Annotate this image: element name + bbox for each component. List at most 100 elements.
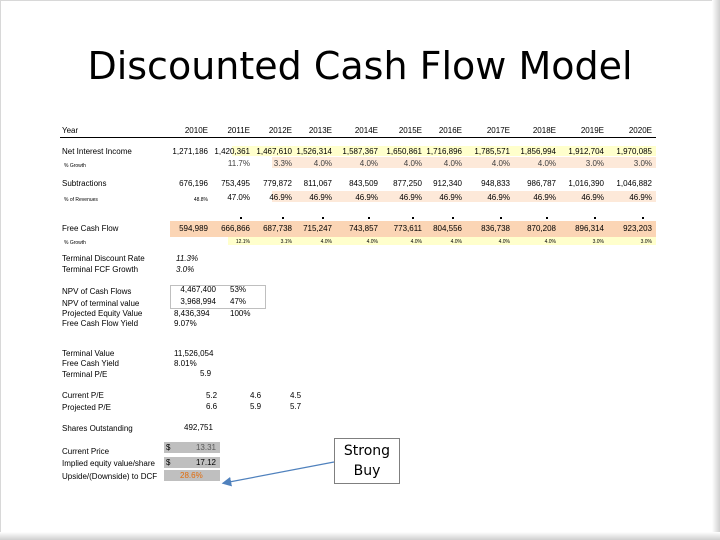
fcf-yield-label: Free Cash Flow Yield xyxy=(62,319,139,328)
current-price-label: Current Price xyxy=(62,447,110,456)
subtractions-pct-2: 46.9% xyxy=(269,193,292,202)
terminal-pe-value: 5.9 xyxy=(200,369,212,378)
nii-growth-8: 4.0% xyxy=(537,159,556,168)
subtractions-pct-4: 46.9% xyxy=(355,193,378,202)
subtractions-pct-3: 46.9% xyxy=(309,193,332,202)
upside-label: Upside/(Downside) to DCF xyxy=(62,472,158,481)
subtractions-label: Subtractions xyxy=(62,179,107,188)
nii-growth-6: 4.0% xyxy=(443,159,462,168)
column-marker-9 xyxy=(594,217,596,219)
fcf-growth-5: 4.0% xyxy=(410,239,422,245)
subtractions-pct-7: 46.9% xyxy=(487,193,510,202)
subtractions-value-7: 948,833 xyxy=(481,179,510,188)
subtractions-value-6: 912,340 xyxy=(433,179,462,188)
slide-shadow-bottom xyxy=(0,532,720,540)
fcf-value-3: 715,247 xyxy=(303,224,332,233)
implied-value-currency: $ xyxy=(166,458,171,467)
npv-cf-value: 4,467,400 xyxy=(180,285,216,294)
implied-value-cell xyxy=(164,457,220,468)
implied-value-label: Implied equity value/share xyxy=(62,459,155,468)
nii-growth-label: % Growth xyxy=(64,163,86,169)
year-header-2: 2012E xyxy=(268,126,292,135)
equity-pct: 100% xyxy=(230,309,251,318)
current-pe-2010: 5.2 xyxy=(206,391,218,400)
fcf-row-highlight xyxy=(170,221,656,237)
subtractions-pct-highlight xyxy=(272,191,656,202)
equity-label: Projected Equity Value xyxy=(62,309,143,318)
nii-value-9: 1,912,704 xyxy=(568,147,604,156)
strong-buy-callout: Strong Buy xyxy=(334,438,400,484)
current-pe-2011: 4.6 xyxy=(250,391,262,400)
nii-growth-2: 3.3% xyxy=(273,159,292,168)
subtractions-pct-5: 46.9% xyxy=(399,193,422,202)
column-marker-5 xyxy=(412,217,414,219)
nii-row-highlight xyxy=(232,146,656,156)
subtractions-value-5: 877,250 xyxy=(393,179,422,188)
npv-tv-value: 3,968,994 xyxy=(180,297,216,306)
subtractions-value-10: 1,046,882 xyxy=(616,179,652,188)
nii-growth-3: 4.0% xyxy=(313,159,332,168)
fcf-growth-assumption-value: 3.0% xyxy=(176,265,195,274)
fcf-growth-7: 4.0% xyxy=(498,239,510,245)
shares-outstanding-value: 492,751 xyxy=(184,423,213,432)
current-pe-2012: 4.5 xyxy=(290,391,302,400)
terminal-pe-label: Terminal P/E xyxy=(62,370,108,379)
subtractions-value-1: 753,495 xyxy=(221,179,250,188)
year-header-7: 2017E xyxy=(486,126,510,135)
nii-growth-1: 11.7% xyxy=(227,159,250,168)
header-rule xyxy=(60,137,656,138)
subtractions-pct-0: 48.8% xyxy=(193,197,208,203)
equity-value: 8,436,394 xyxy=(174,309,210,318)
current-price-cell xyxy=(164,442,220,453)
year-header-1: 2011E xyxy=(227,126,250,135)
shares-outstanding-label: Shares Outstanding xyxy=(62,424,133,433)
subtractions-value-0: 676,196 xyxy=(179,179,208,188)
subtractions-pct-6: 46.9% xyxy=(439,193,462,202)
column-marker-8 xyxy=(546,217,548,219)
year-header-9: 2019E xyxy=(580,126,604,135)
callout-line-2: Buy xyxy=(353,463,381,479)
projected-pe-2012: 5.7 xyxy=(290,402,302,411)
nii-growth-9: 3.0% xyxy=(585,159,604,168)
npv-cf-label: NPV of Cash Flows xyxy=(62,287,132,296)
free-cash-yield-label: Free Cash Yield xyxy=(62,359,119,368)
nii-growth-4: 4.0% xyxy=(359,159,378,168)
projected-pe-2010: 6.6 xyxy=(206,402,218,411)
fcf-growth-assumption-label: Terminal FCF Growth xyxy=(62,265,139,274)
nii-growth-5: 4.0% xyxy=(403,159,422,168)
upside-cell xyxy=(164,470,220,481)
column-marker-10 xyxy=(642,217,644,219)
fcf-growth-3: 4.0% xyxy=(320,239,332,245)
free-cash-yield-value: 8.01% xyxy=(174,359,197,368)
year-header-4: 2014E xyxy=(354,126,378,135)
current-price-currency: $ xyxy=(166,443,171,452)
nii-value-0: 1,271,186 xyxy=(172,147,208,156)
subtractions-pct-9: 46.9% xyxy=(581,193,604,202)
fcf-value-10: 923,203 xyxy=(623,224,652,233)
nii-value-2: 1,467,610 xyxy=(256,147,292,156)
fcf-growth-2: 3.1% xyxy=(280,239,292,245)
terminal-value: 11,526,054 xyxy=(174,349,214,358)
slide-title: Discounted Cash Flow Model xyxy=(87,44,633,88)
fcf-value-6: 804,556 xyxy=(433,224,462,233)
projected-pe-2011: 5.9 xyxy=(250,402,262,411)
year-header-0: 2010E xyxy=(184,126,208,135)
nii-value-1: 1,420,361 xyxy=(214,147,250,156)
nii-growth-highlight xyxy=(272,157,656,168)
subtractions-value-2: 779,872 xyxy=(263,179,292,188)
fcf-growth-6: 4.0% xyxy=(450,239,462,245)
projected-pe-label: Projected P/E xyxy=(62,403,111,412)
upside-value: 28.6% xyxy=(180,471,203,480)
nii-value-8: 1,856,994 xyxy=(520,147,556,156)
subtractions-value-4: 843,509 xyxy=(349,179,378,188)
nii-value-6: 1,716,896 xyxy=(426,147,462,156)
fcf-growth-4: 4.0% xyxy=(366,239,378,245)
fcf-label: Free Cash Flow xyxy=(62,224,119,233)
subtractions-value-8: 986,787 xyxy=(527,179,556,188)
column-marker-2 xyxy=(282,217,284,219)
terminal-value-label: Terminal Value xyxy=(62,349,115,358)
fcf-value-8: 870,208 xyxy=(527,224,556,233)
fcf-yield-value: 9.07% xyxy=(174,319,197,328)
subtractions-value-9: 1,016,390 xyxy=(568,179,604,188)
subtractions-pct-8: 46.9% xyxy=(533,193,556,202)
